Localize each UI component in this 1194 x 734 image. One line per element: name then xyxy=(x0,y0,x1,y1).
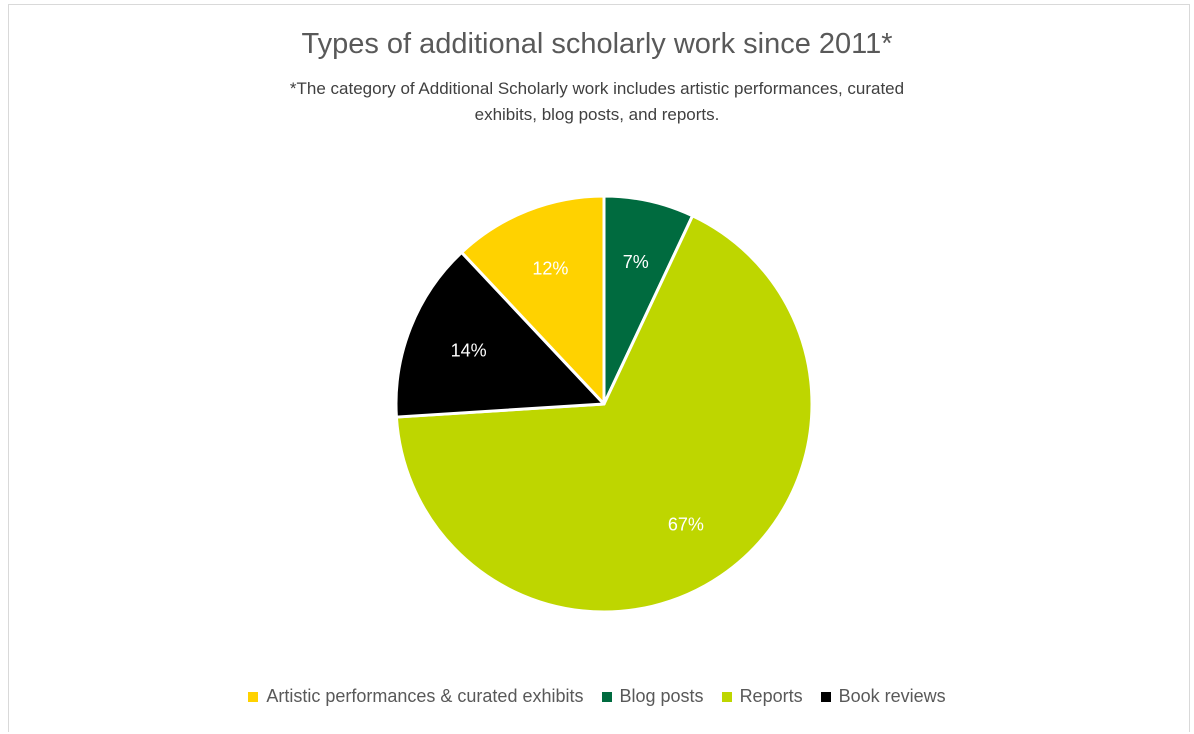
legend-label-artistic: Artistic performances & curated exhibits xyxy=(266,686,584,706)
legend-label-reports: Reports xyxy=(739,686,803,706)
legend-swatch-blog-posts xyxy=(601,691,612,702)
pie-data-labels: 7% 67% 14% 12% xyxy=(451,252,704,535)
legend-label-blog-posts: Blog posts xyxy=(619,686,704,706)
chart-title: Types of additional scholarly work since… xyxy=(301,28,893,60)
legend-swatch-reports xyxy=(721,691,732,702)
legend-swatch-book-reviews xyxy=(820,691,831,702)
legend-item-blog-posts: Blog posts xyxy=(601,686,704,707)
data-label-artistic: 12% xyxy=(532,259,568,279)
pie-slices xyxy=(394,194,814,614)
legend-swatch-artistic xyxy=(248,691,259,702)
data-label-blog-posts: 7% xyxy=(623,252,649,272)
legend: Artistic performances & curated exhibits… xyxy=(0,686,1194,707)
legend-label-book-reviews: Book reviews xyxy=(838,686,946,706)
legend-item-book-reviews: Book reviews xyxy=(820,686,946,707)
pie-slice-reports xyxy=(394,214,814,614)
data-label-book-reviews: 14% xyxy=(451,340,487,360)
pie-slice-book-reviews xyxy=(394,250,606,419)
chart-subtitle: *The category of Additional Scholarly wo… xyxy=(289,79,905,124)
legend-item-artistic: Artistic performances & curated exhibits xyxy=(248,686,584,707)
pie-slice-artistic xyxy=(460,194,606,406)
legend-item-reports: Reports xyxy=(721,686,803,707)
data-label-reports: 67% xyxy=(668,514,704,534)
